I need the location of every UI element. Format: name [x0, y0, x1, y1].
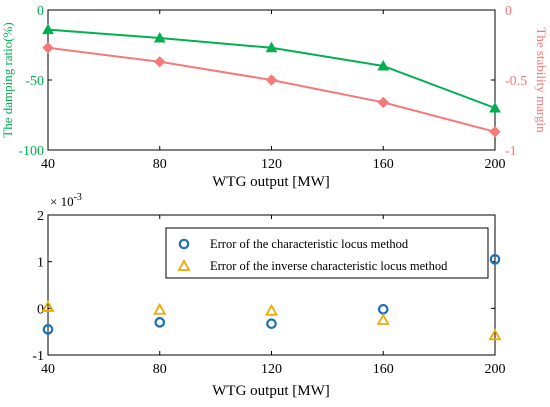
top-x-tick-label: 120: [261, 157, 282, 172]
top-x-tick-label: 80: [153, 157, 167, 172]
top-x-tick-label: 160: [373, 157, 394, 172]
bottom-x-tick-label: 120: [261, 362, 282, 377]
damping-ratio-point: [377, 59, 390, 71]
stability-margin-point: [377, 96, 389, 109]
stability-margin-line: [47, 46, 496, 133]
bottom-x-tick-label: 40: [41, 362, 55, 377]
top-right-y-axis-label: The stability margin: [534, 27, 549, 133]
characteristic-locus-error-point: [42, 324, 54, 335]
top-right-y-tick-label: -0.5: [505, 74, 527, 89]
legend-marker-inverse: [177, 259, 191, 271]
bottom-exponent-power: -3: [74, 192, 82, 203]
top-x-tick-label: 200: [485, 157, 506, 172]
legend: Error of the characteristic locus method…: [165, 227, 489, 279]
top-chart: 40 80 120 160 200 0 -50 -100 0 -0.5 -1 WTG outpu…: [0, 4, 549, 190]
bottom-exponent-label: × 10-3: [50, 192, 82, 209]
top-series: [42, 23, 501, 138]
top-right-y-ticks: 0 -0.5 -1: [491, 4, 527, 159]
bottom-x-tick-label: 160: [373, 362, 394, 377]
stability-margin-point: [154, 56, 166, 68]
characteristic-locus-error-point: [154, 317, 166, 328]
legend-box: [165, 227, 489, 279]
bottom-y-tick-label: 2: [37, 209, 44, 224]
characteristic-locus-error-point: [266, 318, 277, 330]
stability-margin-point: [265, 74, 278, 86]
top-x-tick-label: 40: [41, 157, 55, 172]
bottom-x-tick-label: 200: [485, 362, 506, 377]
bottom-series: [41, 254, 502, 341]
characteristic-locus-error-point: [489, 254, 501, 265]
bottom-y-tick-label: 0: [37, 302, 44, 317]
inverse-locus-error-point: [376, 313, 390, 325]
legend-marker-characteristic: [178, 238, 190, 250]
legend-label-characteristic: Error of the characteristic locus method: [210, 237, 409, 251]
stability-margin-point: [489, 126, 501, 138]
legend-label-inverse: Error of the inverse characteristic locu…: [210, 259, 448, 273]
inverse-locus-error-point: [264, 303, 279, 316]
circle-marker-icon: [178, 238, 190, 250]
damping-ratio-point: [153, 31, 166, 43]
bottom-x-ticks: 40 80 120 160 200: [41, 215, 506, 377]
inverse-locus-error-point: [153, 302, 167, 315]
bottom-y-ticks: 2 1 0 -1: [32, 209, 495, 364]
damping-ratio-point: [42, 23, 54, 35]
top-left-y-ticks: 0 -50 -100: [18, 4, 52, 159]
bottom-x-tick-label: 80: [153, 362, 167, 377]
top-x-axis-label: WTG output [MW]: [212, 174, 329, 190]
characteristic-locus-error-point: [377, 303, 389, 315]
stability-margin-point: [42, 42, 54, 54]
bottom-exponent-base: × 10: [50, 194, 74, 209]
top-left-y-tick-label: -100: [18, 144, 44, 159]
top-left-y-axis-label: The damping ratio(%): [0, 22, 15, 138]
triangle-marker-icon: [177, 259, 191, 271]
bottom-chart: 40 80 120 160 200 2 1 0 -1 × 10-3 WTG output [M…: [32, 192, 505, 399]
top-right-y-tick-label: -1: [505, 144, 517, 159]
top-left-y-tick-label: -50: [25, 74, 44, 89]
bottom-y-tick-label: 1: [37, 256, 44, 271]
damping-ratio-point: [489, 101, 501, 113]
top-right-y-tick-label: 0: [505, 4, 512, 19]
inverse-locus-error-point: [488, 328, 502, 341]
top-x-ticks: 40 80 120 160 200: [41, 10, 506, 172]
bottom-y-tick-label: -1: [32, 349, 44, 364]
bottom-x-axis-label: WTG output [MW]: [212, 383, 329, 399]
damping-ratio-line: [47, 28, 496, 109]
top-left-y-tick-label: 0: [37, 4, 44, 19]
inverse-locus-error-point: [41, 300, 55, 312]
damping-ratio-point: [265, 41, 278, 53]
